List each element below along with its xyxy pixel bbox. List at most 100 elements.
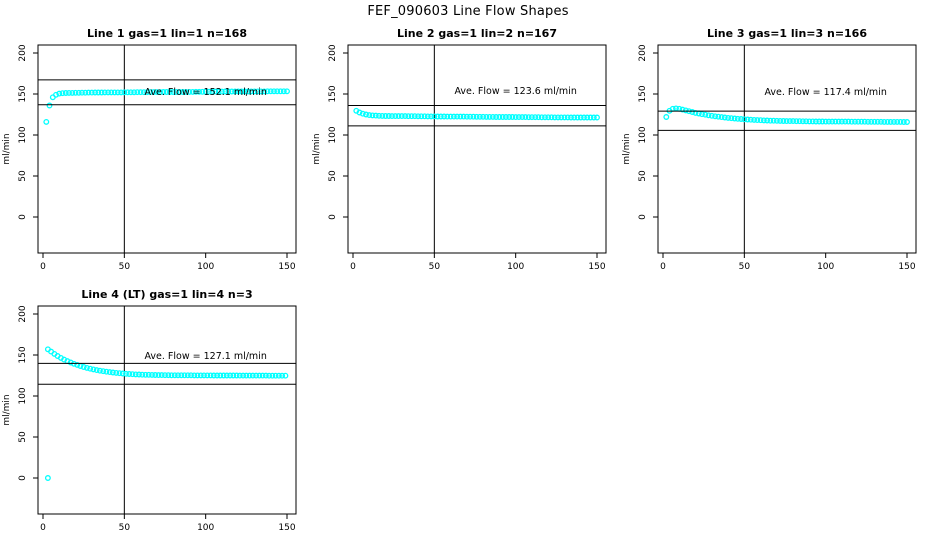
data-points <box>353 107 600 121</box>
data-point <box>699 111 705 118</box>
ave-flow-label: Ave. Flow = 117.4 ml/min <box>764 87 886 98</box>
subplot-title: Line 3 gas=1 lin=3 n=166 <box>707 27 867 40</box>
data-point <box>780 118 787 124</box>
data-point <box>266 372 273 379</box>
data-point <box>568 114 574 121</box>
data-point <box>682 107 689 114</box>
data-point <box>528 114 535 121</box>
data-point <box>842 118 849 125</box>
data-point <box>116 370 123 377</box>
data-point <box>770 117 777 124</box>
y-tick-label: 0 <box>328 214 338 220</box>
data-point <box>848 118 855 125</box>
data-point <box>267 88 274 95</box>
data-point <box>113 369 120 376</box>
data-point <box>689 109 696 115</box>
data-points <box>44 346 289 481</box>
y-tick-label: 0 <box>638 214 648 220</box>
data-point <box>204 372 211 379</box>
data-point <box>806 118 813 125</box>
data-point <box>773 117 780 124</box>
data-point <box>545 114 552 121</box>
data-point <box>223 372 230 379</box>
data-point <box>85 89 92 96</box>
y-tick-label: 200 <box>638 44 648 61</box>
data-point <box>881 118 888 125</box>
data-point <box>140 89 147 96</box>
subplot-line-2: Line 2 gas=1 lin=2 n=167 0 50 100 150 200 0 50 1… <box>310 21 610 279</box>
data-point <box>571 114 578 121</box>
data-point <box>470 113 477 120</box>
data-point <box>269 372 276 379</box>
data-point <box>248 88 255 95</box>
data-point <box>725 114 732 121</box>
y-tick-label: 150 <box>18 346 28 363</box>
data-point <box>238 88 245 95</box>
data-point <box>178 372 185 379</box>
plot-box <box>37 44 297 254</box>
data-point <box>363 111 369 118</box>
data-point <box>153 89 160 96</box>
data-point <box>134 89 141 96</box>
data-point <box>100 368 107 375</box>
data-point <box>796 118 803 125</box>
data-point <box>754 117 761 124</box>
data-point <box>858 118 865 125</box>
data-point <box>227 372 234 379</box>
y-tick-label: 150 <box>638 85 648 102</box>
data-point <box>379 112 386 119</box>
data-point <box>176 89 183 95</box>
data-point <box>702 111 709 118</box>
data-point <box>587 114 594 121</box>
data-point <box>188 372 194 379</box>
data-point <box>282 372 289 379</box>
y-tick-label: 0 <box>18 214 28 220</box>
data-point <box>80 364 87 370</box>
data-point <box>376 112 382 119</box>
data-point <box>382 113 389 119</box>
data-point <box>136 371 142 378</box>
data-point <box>476 113 483 120</box>
x-tick-label: 0 <box>660 262 666 272</box>
data-point <box>249 372 256 379</box>
data-point <box>83 364 90 371</box>
data-point <box>215 88 222 95</box>
data-point <box>197 372 204 379</box>
y-tick-label: 200 <box>328 44 338 61</box>
data-point <box>897 118 904 125</box>
data-point <box>158 372 165 379</box>
subplot-line-3: Line 3 gas=1 lin=3 n=166 0 50 100 150 200 0 50 1… <box>620 21 920 279</box>
data-point <box>838 118 845 125</box>
data-point <box>405 113 412 120</box>
subplot-title: Line 4 (LT) gas=1 lin=4 n=3 <box>81 288 252 301</box>
data-point <box>179 89 186 95</box>
x-tick-label: 100 <box>507 262 524 272</box>
data-point <box>457 113 464 120</box>
data-point <box>434 113 441 120</box>
data-point <box>460 113 467 120</box>
data-point <box>728 115 735 122</box>
y-tick-label: 200 <box>18 44 28 61</box>
x-tick-label: 50 <box>119 523 131 533</box>
ave-flow-label: Ave. Flow = 152.1 ml/min <box>144 87 266 98</box>
data-point <box>561 114 568 121</box>
data-point <box>162 372 168 379</box>
data-point <box>220 372 227 379</box>
data-point <box>871 118 878 125</box>
data-point <box>887 118 894 125</box>
data-point <box>812 118 819 125</box>
data-point <box>473 113 480 120</box>
data-point <box>421 113 428 120</box>
data-point <box>891 118 897 125</box>
data-point <box>483 113 490 120</box>
data-point <box>512 114 519 121</box>
data-point <box>259 372 266 379</box>
data-point <box>262 372 269 379</box>
data-point <box>108 89 115 96</box>
data-point <box>734 115 741 122</box>
data-point <box>786 118 793 125</box>
data-point <box>207 372 214 379</box>
data-point <box>721 114 728 121</box>
data-point <box>738 116 745 122</box>
